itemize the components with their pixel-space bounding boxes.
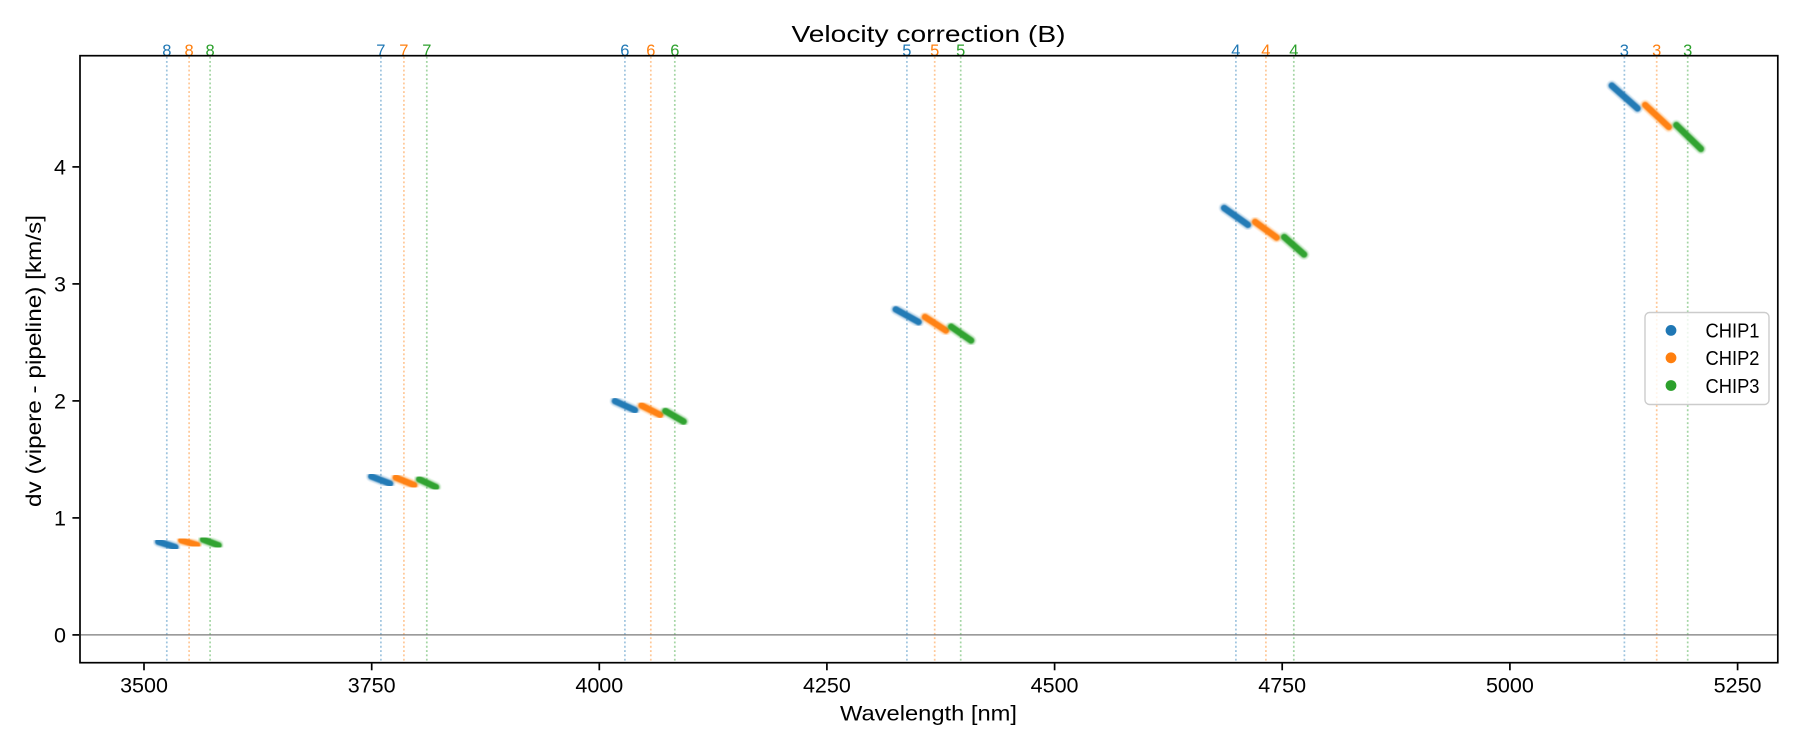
svg-text:2: 2 — [54, 390, 66, 414]
svg-text:5000: 5000 — [1486, 674, 1534, 698]
svg-text:3: 3 — [1620, 42, 1629, 60]
svg-text:4: 4 — [1261, 42, 1270, 60]
svg-text:4: 4 — [1289, 42, 1298, 60]
svg-text:5: 5 — [956, 42, 965, 60]
svg-text:5: 5 — [930, 42, 939, 60]
svg-text:Velocity correction (B): Velocity correction (B) — [792, 21, 1066, 47]
svg-text:dv (vipere - pipeline) [km/s]: dv (vipere - pipeline) [km/s] — [22, 215, 46, 507]
svg-text:CHIP1: CHIP1 — [1706, 320, 1760, 343]
svg-text:4250: 4250 — [803, 674, 851, 698]
svg-text:8: 8 — [206, 42, 215, 60]
svg-text:7: 7 — [422, 42, 431, 60]
svg-text:7: 7 — [399, 42, 408, 60]
svg-text:1: 1 — [54, 507, 66, 531]
svg-text:CHIP2: CHIP2 — [1706, 347, 1760, 370]
svg-text:6: 6 — [620, 42, 629, 60]
svg-text:3500: 3500 — [120, 674, 168, 698]
svg-text:0: 0 — [54, 624, 66, 648]
svg-text:3: 3 — [1683, 42, 1692, 60]
svg-text:6: 6 — [670, 42, 679, 60]
svg-text:3: 3 — [1652, 42, 1661, 60]
svg-text:4750: 4750 — [1258, 674, 1306, 698]
svg-text:7: 7 — [376, 42, 385, 60]
svg-text:8: 8 — [162, 42, 171, 60]
svg-text:4: 4 — [54, 156, 66, 180]
svg-text:5: 5 — [902, 42, 911, 60]
svg-text:Wavelength [nm]: Wavelength [nm] — [840, 702, 1017, 726]
svg-text:CHIP3: CHIP3 — [1706, 375, 1760, 398]
svg-text:3750: 3750 — [348, 674, 396, 698]
svg-text:8: 8 — [185, 42, 194, 60]
svg-text:5250: 5250 — [1714, 674, 1762, 698]
svg-text:4000: 4000 — [575, 674, 623, 698]
svg-text:6: 6 — [646, 42, 655, 60]
svg-text:4: 4 — [1231, 42, 1240, 60]
svg-text:3: 3 — [54, 273, 66, 297]
svg-text:4500: 4500 — [1031, 674, 1079, 698]
